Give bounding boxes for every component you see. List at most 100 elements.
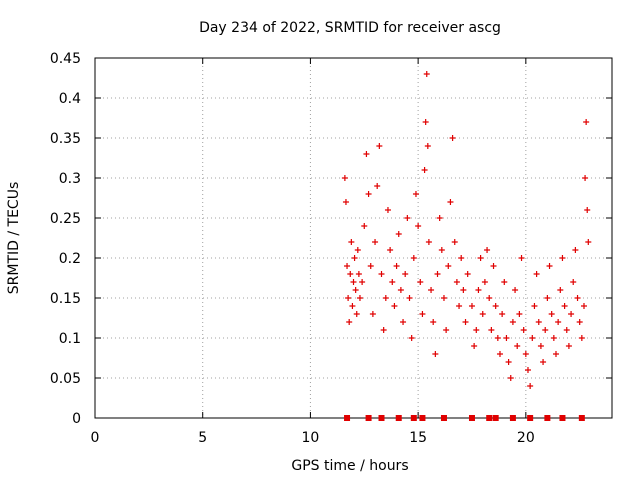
- axis-marker: [544, 415, 551, 421]
- data-point: [557, 287, 564, 293]
- data-point: [406, 295, 413, 301]
- data-point: [522, 351, 529, 357]
- tick-marks: [94, 57, 612, 419]
- data-point: [391, 303, 398, 309]
- x-tick-label: 5: [198, 430, 207, 446]
- axis-marker: [492, 415, 499, 421]
- data-point: [438, 247, 445, 253]
- data-point: [423, 71, 430, 77]
- y-tick-label: 0.2: [59, 251, 81, 267]
- axis-marker: [378, 415, 385, 421]
- axis-marker: [468, 415, 475, 421]
- data-point: [449, 135, 456, 141]
- data-point: [552, 351, 559, 357]
- data-point: [537, 343, 544, 349]
- data-point: [531, 303, 538, 309]
- data-point: [421, 167, 428, 173]
- data-point: [576, 319, 583, 325]
- data-point: [540, 359, 547, 365]
- data-point: [363, 151, 370, 157]
- data-point: [382, 295, 389, 301]
- data-point: [353, 311, 360, 317]
- data-point: [378, 271, 385, 277]
- data-point: [578, 335, 585, 341]
- data-point: [351, 255, 358, 261]
- y-tick-label: 0.05: [50, 371, 81, 387]
- data-point: [499, 311, 506, 317]
- data-point: [447, 199, 454, 205]
- data-point: [544, 295, 551, 301]
- data-point: [481, 279, 488, 285]
- x-tick-label: 0: [91, 430, 100, 446]
- axis-marker: [578, 415, 585, 421]
- data-point: [527, 383, 534, 389]
- data-point: [516, 311, 523, 317]
- data-point: [456, 303, 463, 309]
- data-point: [546, 263, 553, 269]
- x-tick-label: 15: [409, 430, 427, 446]
- data-point: [458, 255, 465, 261]
- data-point: [453, 279, 460, 285]
- axis-marker: [486, 415, 493, 421]
- x-tick-label: 20: [517, 430, 535, 446]
- x-tick-labels: 0 5 10 15 20: [91, 430, 535, 446]
- data-point: [559, 255, 566, 261]
- data-point: [475, 287, 482, 293]
- data-point: [424, 143, 431, 149]
- y-tick-label: 0.15: [50, 291, 81, 307]
- data-point: [486, 295, 493, 301]
- data-point: [350, 279, 357, 285]
- data-point: [404, 215, 411, 221]
- y-tick-label: 0.1: [59, 331, 81, 347]
- data-point: [356, 295, 363, 301]
- data-point: [524, 367, 531, 373]
- data-point: [440, 295, 447, 301]
- data-point: [479, 311, 486, 317]
- plot-frame: [94, 57, 613, 419]
- data-point: [568, 311, 575, 317]
- data-point: [374, 183, 381, 189]
- y-tick-label: 0.3: [59, 171, 81, 187]
- data-point: [434, 271, 441, 277]
- data-point: [430, 319, 437, 325]
- data-point: [535, 319, 542, 325]
- data-point: [432, 351, 439, 357]
- data-point: [417, 279, 424, 285]
- data-point: [408, 335, 415, 341]
- axis-marker: [419, 415, 426, 421]
- data-point: [359, 279, 366, 285]
- axis-marker: [440, 415, 447, 421]
- data-point: [395, 231, 402, 237]
- x-axis-label: GPS time / hours: [291, 458, 408, 474]
- data-point: [518, 255, 525, 261]
- data-point: [451, 239, 458, 245]
- data-point: [389, 279, 396, 285]
- data-point: [505, 359, 512, 365]
- data-point: [410, 255, 417, 261]
- data-point: [342, 199, 349, 205]
- data-point: [419, 311, 426, 317]
- data-point: [347, 271, 354, 277]
- data-point: [393, 263, 400, 269]
- data-point: [354, 247, 361, 253]
- data-point: [428, 287, 435, 293]
- data-point: [361, 223, 368, 229]
- chart-title: Day 234 of 2022, SRMTID for receiver asc…: [199, 20, 501, 36]
- data-point: [492, 303, 499, 309]
- data-point: [367, 263, 374, 269]
- data-point: [509, 319, 516, 325]
- data-point: [425, 239, 432, 245]
- data-point: [352, 287, 359, 293]
- data-point: [365, 191, 372, 197]
- data-point: [565, 343, 572, 349]
- axis-marker: [344, 415, 351, 421]
- data-point: [563, 327, 570, 333]
- data-point: [520, 327, 527, 333]
- axis-marker: [395, 415, 402, 421]
- data-point: [501, 279, 508, 285]
- data-points: [341, 71, 592, 389]
- axis-marker: [410, 415, 417, 421]
- data-point: [380, 327, 387, 333]
- data-point: [529, 335, 536, 341]
- data-point: [584, 207, 591, 213]
